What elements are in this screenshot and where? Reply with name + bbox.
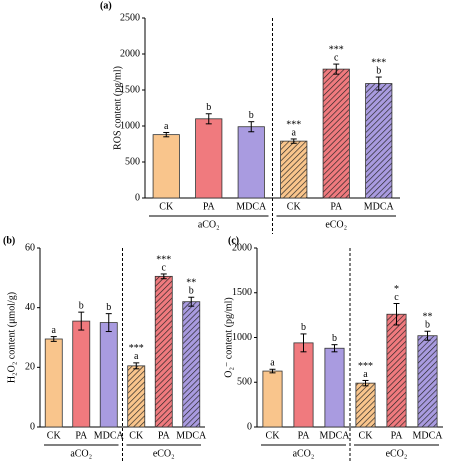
letter-label: b [79,300,84,311]
significance-label: *** [371,57,386,68]
letter-label: a [134,351,139,362]
letter-label: b [301,322,306,333]
x-tick-label: MDCA [412,430,443,441]
bar [417,335,438,428]
x-tick-label: CK [129,430,144,441]
letter-label: b [376,65,381,76]
x-tick-label: PA [298,430,311,441]
group-label: eCO₂ [325,219,347,230]
y-tick-label: 40 [25,302,35,313]
group-label: aCO₂ [293,448,315,459]
letter-label: b [249,110,254,121]
y-tick-label: 0 [247,421,252,432]
letter-label: a [52,325,57,336]
y-tick-label: 0 [30,421,35,432]
bar [182,301,201,428]
x-tick-label: PA [203,201,216,212]
bar [127,365,146,428]
bar [72,320,91,428]
group-label: aCO₂ [70,448,92,459]
x-tick-label: MDCA [319,430,350,441]
bar [99,322,118,428]
panel-label: (b) [3,235,15,246]
bar [44,338,63,428]
x-tick-label: MDCA [236,201,267,212]
x-tick-label: MDCA [176,430,207,441]
y-tick-label: 60 [25,242,35,253]
letter-label: a [164,121,169,132]
y-tick-label: 2000 [120,48,140,59]
significance-label: *** [358,361,373,372]
bar [154,275,173,428]
letter-label: b [189,286,194,297]
x-tick-label: CK [47,430,62,441]
panel-label: (c) [228,235,239,246]
letter-label: c [334,52,339,63]
x-tick-label: MDCA [94,430,125,441]
y-tick-label: 2500 [120,12,140,23]
letter-label: a [270,358,275,369]
bar [322,68,350,199]
bar [152,134,180,199]
bar [262,370,283,428]
panel-label: (a) [100,0,112,11]
letter-label: b [332,333,337,344]
y-tick-label: 500 [125,156,140,167]
letter-label: a [363,369,368,380]
letter-label: a [292,127,297,138]
significance-label: *** [129,343,144,354]
letter-label: c [394,292,399,303]
group-label: eCO₂ [386,448,408,459]
x-tick-label: CK [359,430,374,441]
letter-label: b [425,320,430,331]
significance-label: * [394,284,399,295]
x-tick-label: PA [158,430,171,441]
y-axis-label: O₂⁻ content (pg/ml) [223,297,234,377]
y-tick-label: 0 [135,192,140,203]
bar [195,118,223,199]
significance-label: ** [186,278,196,289]
bar [324,347,345,428]
y-axis-label: H₂O₂ content (μmol/g) [6,292,17,383]
x-tick-label: CK [287,201,302,212]
x-tick-label: CK [266,430,281,441]
x-tick-label: CK [159,201,174,212]
bar [293,342,314,428]
bar [386,313,407,428]
y-tick-label: 1000 [232,332,252,343]
x-tick-label: PA [75,430,88,441]
y-tick-label: 500 [237,377,252,388]
bar [280,140,308,199]
y-axis-label: ROS content (pg/ml) [112,66,123,150]
bar [355,382,376,428]
y-tick-label: 1500 [232,287,252,298]
significance-label: *** [156,254,171,265]
x-tick-label: PA [330,201,343,212]
letter-label: c [162,262,167,273]
x-tick-label: MDCA [364,201,395,212]
letter-label: b [206,102,211,113]
bar [237,126,265,199]
y-tick-label: 20 [25,362,35,373]
group-label: aCO₂ [198,219,220,230]
group-label: eCO₂ [153,448,175,459]
significance-label: *** [329,44,344,55]
y-tick-label: 1500 [120,84,140,95]
y-tick-label: 1000 [120,120,140,131]
significance-label: *** [286,119,301,130]
letter-label: b [106,302,111,313]
bar [365,83,393,199]
significance-label: ** [423,312,433,323]
y-tick-label: 2000 [232,242,252,253]
x-tick-label: PA [391,430,404,441]
